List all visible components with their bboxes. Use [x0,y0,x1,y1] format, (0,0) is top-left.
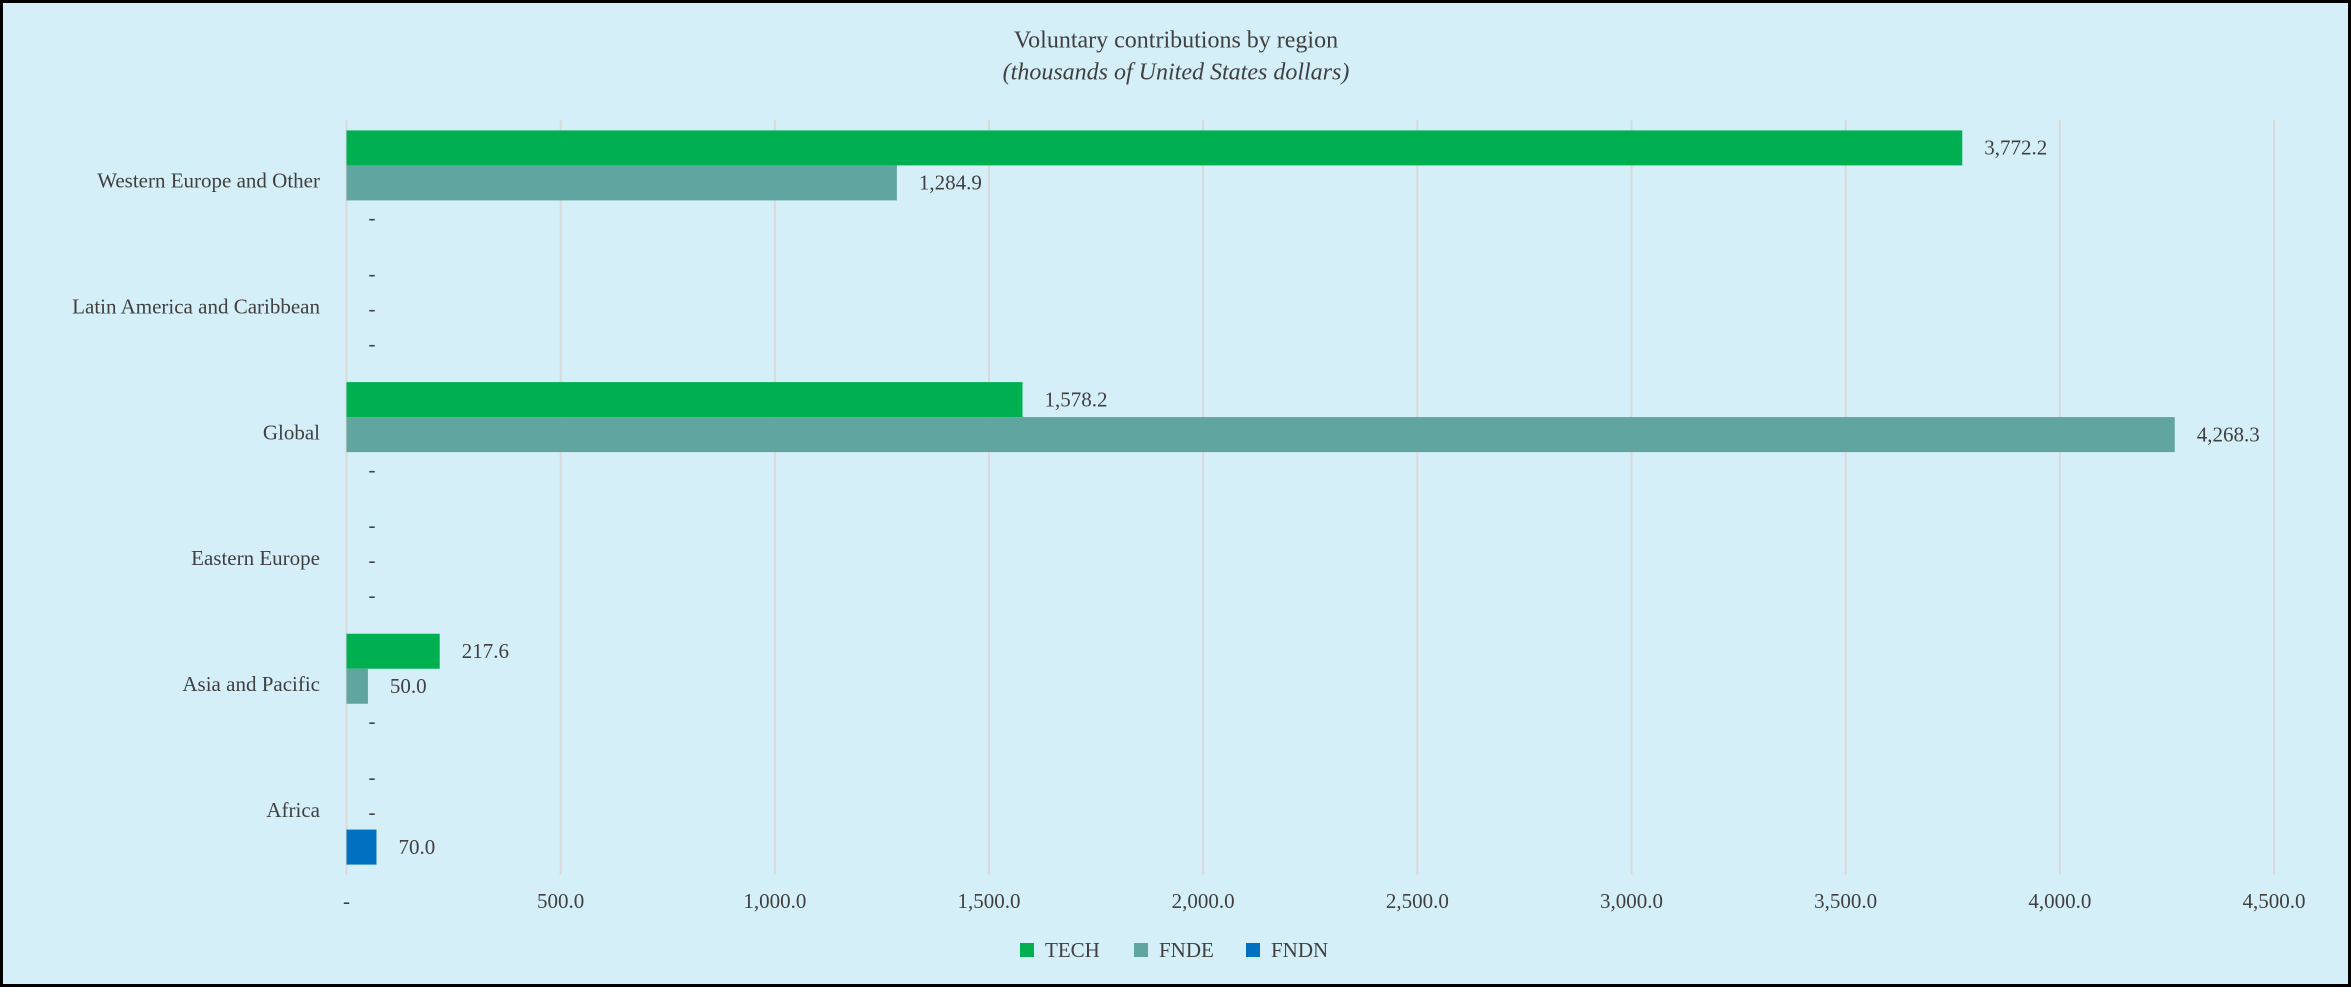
data-label: - [369,262,376,286]
y-tick-label: Eastern Europe [191,546,320,570]
data-label: - [369,800,376,824]
y-tick-label: Latin America and Caribbean [72,295,320,319]
y-tick-label: Africa [266,798,320,822]
data-label: - [369,765,376,789]
data-label: - [369,548,376,572]
bar [346,417,2175,453]
x-tick-label: 3,000.0 [1600,889,1663,913]
chart-title: Voluntary contributions by region [1014,28,1338,54]
legend-marker [1246,943,1260,957]
data-label: 217.6 [462,639,509,663]
data-label: 70.0 [398,835,435,859]
data-label: 50.0 [390,674,427,698]
x-tick-label: - [343,889,350,913]
x-tick-label: 4,000.0 [2028,889,2091,913]
x-tick-label: 2,500.0 [1386,889,1449,913]
bar [346,165,897,201]
x-tick-label: 500.0 [537,889,584,913]
data-label: - [369,513,376,537]
y-tick-label: Western Europe and Other [97,169,320,193]
bar [346,382,1023,418]
data-label: - [369,297,376,321]
legend-marker [1134,943,1148,957]
bar [346,130,1963,166]
x-tick-label: 1,500.0 [958,889,1021,913]
data-label: 4,268.3 [2197,422,2260,446]
data-label: 1,578.2 [1044,387,1107,411]
data-label: - [369,332,376,356]
bar [346,668,368,704]
data-label: - [369,709,376,733]
data-label: 3,772.2 [1984,136,2047,160]
legend-label: TECH [1045,938,1100,962]
data-label: - [369,457,376,481]
x-tick-label: 3,500.0 [1814,889,1877,913]
y-tick-label: Global [263,420,320,444]
bar [346,633,440,669]
y-tick-label: Asia and Pacific [182,672,320,696]
legend-label: FNDE [1159,938,1214,962]
data-label: 1,284.9 [919,171,982,195]
data-label: - [369,583,376,607]
chart-subtitle: (thousands of United States dollars) [1003,60,1350,86]
x-tick-label: 1,000.0 [743,889,806,913]
data-label: - [369,206,376,230]
bar [346,829,377,865]
legend-marker [1020,943,1034,957]
legend-label: FNDN [1271,938,1328,962]
x-tick-label: 2,000.0 [1172,889,1235,913]
x-tick-label: 4,500.0 [2243,889,2306,913]
